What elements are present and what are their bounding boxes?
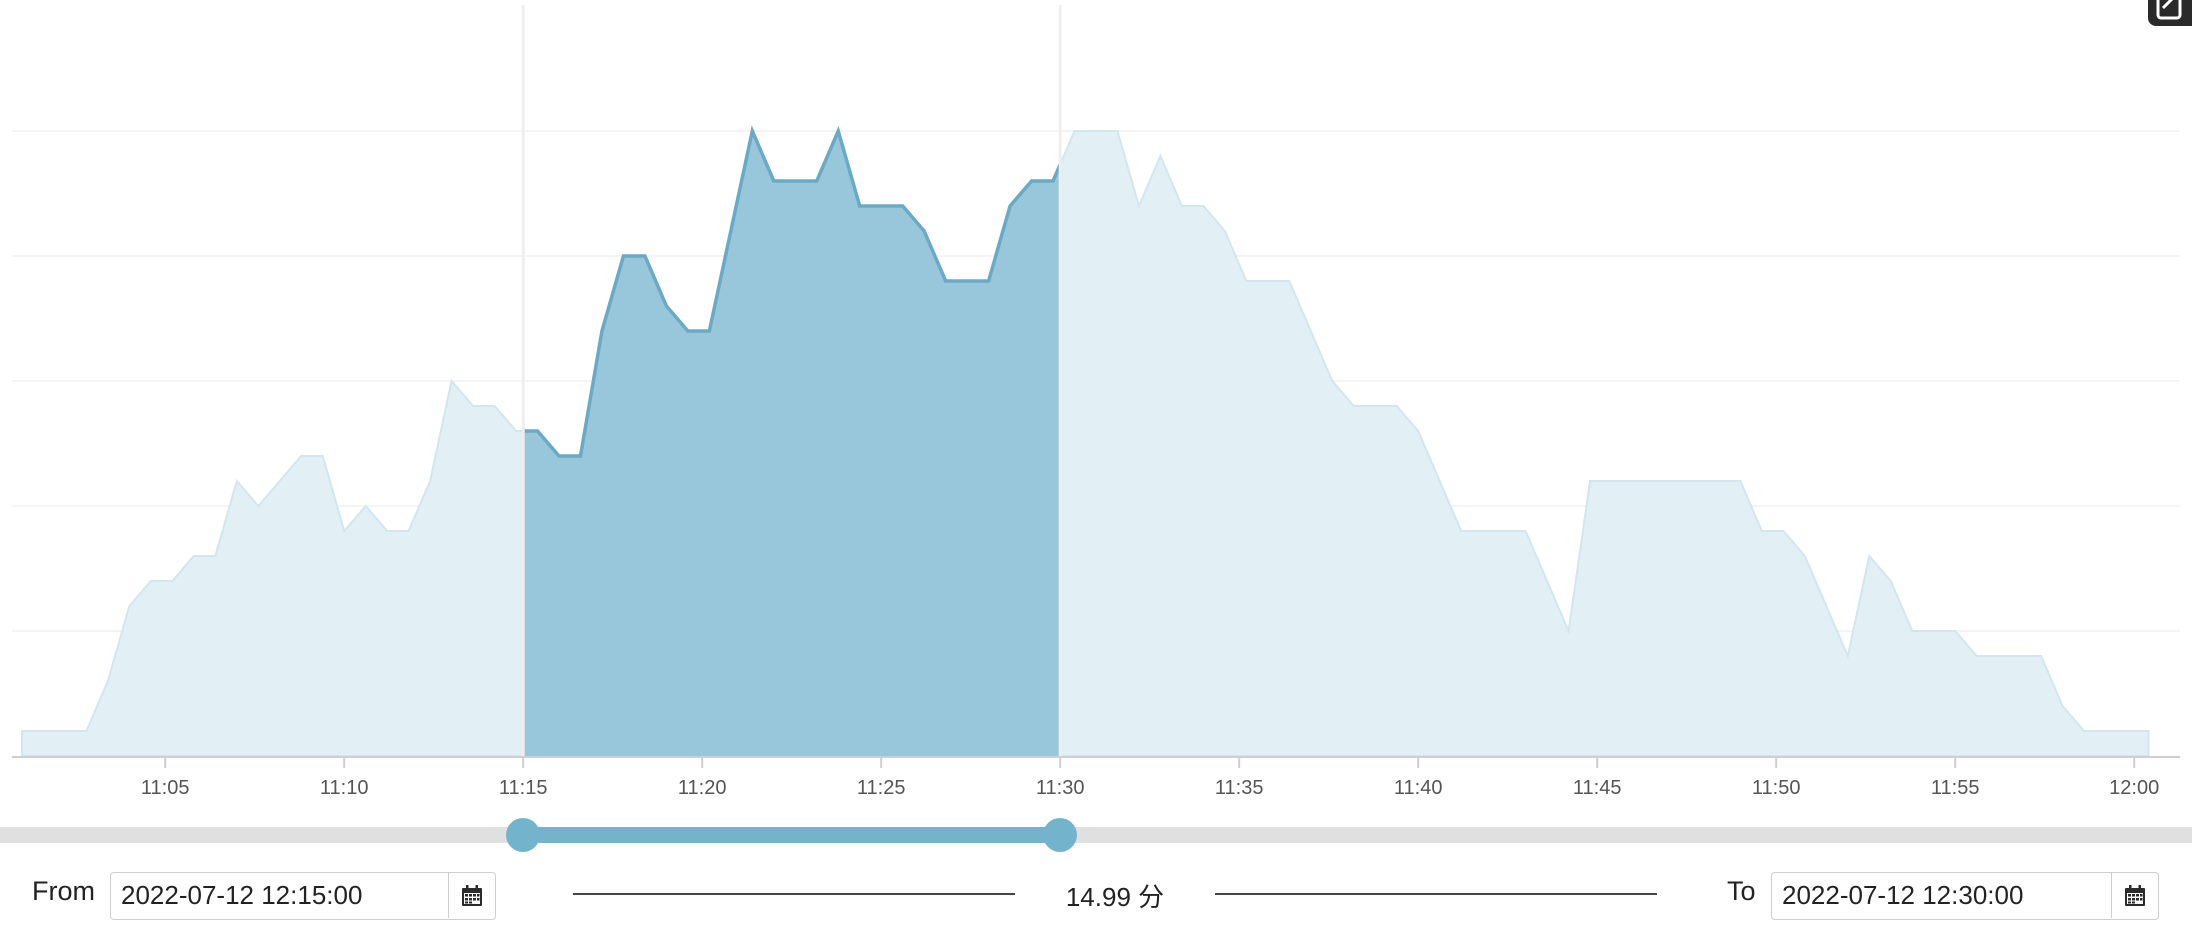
to-date-input[interactable] (1772, 873, 2112, 918)
x-tick-label: 11:35 (1215, 777, 1264, 799)
to-date-field[interactable] (1771, 872, 2159, 920)
range-end-handle[interactable] (1043, 818, 1078, 852)
x-tick-label: 11:30 (1036, 777, 1085, 799)
duration-text: 14.99 分 (1065, 882, 1165, 912)
calendar-icon[interactable] (2111, 873, 2158, 918)
x-tick-label: 11:15 (499, 777, 548, 799)
to-label: To (1727, 876, 1756, 906)
area-selected (523, 131, 1061, 756)
x-axis-ticks: 11:05 11:10 11:15 11:20 11:25 11:30 11:35 11:40… (141, 757, 2159, 799)
x-tick-label: 11:05 (141, 777, 190, 799)
range-chart[interactable]: 11:05 11:10 11:15 11:20 11:25 11:30 11:35 11:40… (0, 0, 2192, 810)
from-label: From (32, 876, 95, 906)
x-tick-label: 11:45 (1573, 777, 1622, 799)
x-tick-label: 11:10 (320, 777, 369, 799)
x-tick-label: 11:20 (678, 777, 727, 799)
calendar-icon[interactable] (448, 873, 495, 918)
x-tick-label: 11:50 (1752, 777, 1801, 799)
x-tick-label: 12:00 (2109, 777, 2159, 799)
line-selected (523, 125, 1062, 458)
x-tick-label: 11:40 (1394, 777, 1443, 799)
range-start-handle[interactable] (506, 818, 541, 852)
area-background (21, 127, 2150, 757)
x-tick-label: 11:55 (1931, 777, 1980, 799)
duration-rule-left (573, 893, 1015, 895)
duration-rule-right (1215, 893, 1657, 895)
expand-icon[interactable] (2148, 0, 2192, 26)
from-date-input[interactable] (111, 873, 449, 918)
x-tick-label: 11:25 (857, 777, 906, 799)
range-slider-track[interactable] (0, 827, 2192, 843)
from-date-field[interactable] (110, 872, 496, 920)
range-slider-fill[interactable] (523, 827, 1061, 843)
